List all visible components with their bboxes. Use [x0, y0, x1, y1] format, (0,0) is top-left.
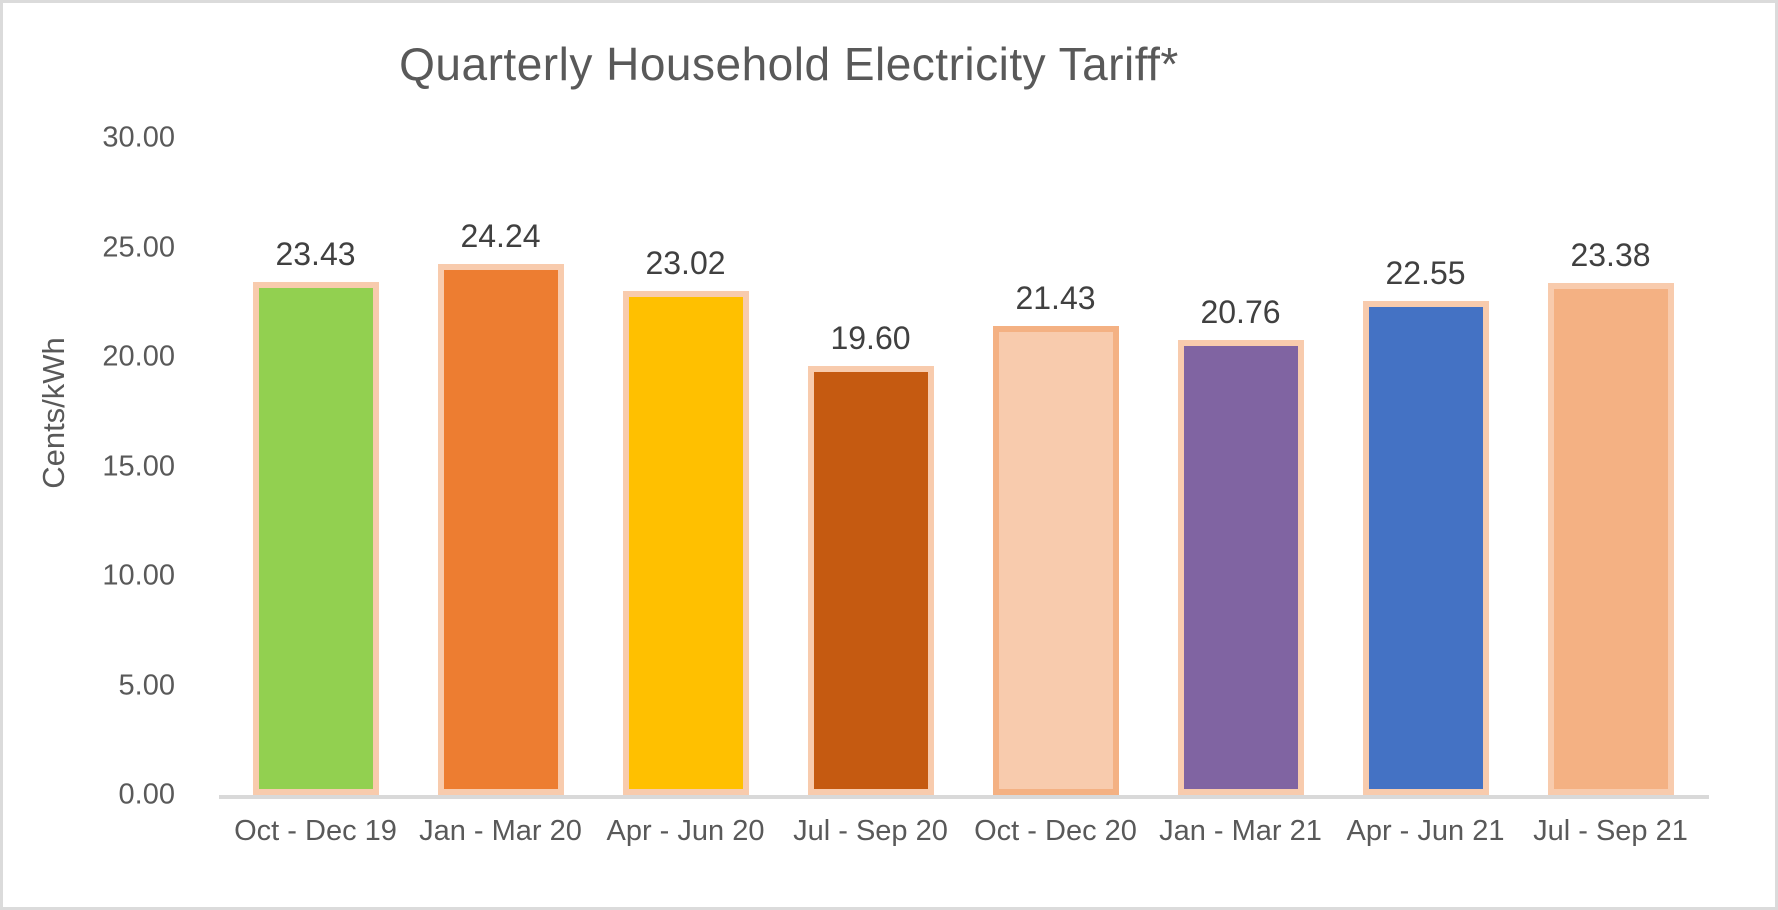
x-axis-category-label: Jul - Sep 20 [793, 815, 948, 847]
bar-slot: 23.43 [223, 138, 408, 795]
bar-slot: 19.60 [778, 138, 963, 795]
x-axis-category-label: Apr - Jun 21 [1346, 815, 1505, 847]
bar-slot: 22.55 [1333, 138, 1518, 795]
x-axis-category-label: Jan - Mar 20 [419, 815, 582, 847]
x-axis-category-label: Jul - Sep 21 [1533, 815, 1688, 847]
bar [252, 281, 379, 795]
plot-area: 23.43 24.24 23.02 19.60 21.43 20.76 22.55 23.38 [223, 138, 1703, 795]
bar-data-label: 19.60 [830, 319, 911, 356]
y-axis-tick-label: 10.00 [102, 559, 175, 592]
y-axis-tick-label: 20.00 [102, 340, 175, 373]
y-axis-tick-label: 5.00 [118, 669, 175, 701]
y-axis-tick-label: 15.00 [102, 450, 175, 482]
bar-data-label: 23.43 [275, 235, 356, 272]
bar-slot: 20.76 [1148, 138, 1333, 795]
x-axis-category-label: Oct - Dec 20 [974, 815, 1137, 847]
bar-data-label: 20.76 [1200, 294, 1281, 331]
bar [1547, 282, 1674, 795]
y-axis-tick-label: 25.00 [102, 231, 175, 263]
bar-data-label: 23.02 [645, 244, 726, 281]
x-axis-line [219, 795, 1709, 799]
bar [807, 365, 934, 795]
bar [1177, 340, 1304, 795]
y-axis-tick-label: 30.00 [102, 121, 175, 154]
bar-slot: 23.02 [593, 138, 778, 795]
bar [992, 325, 1119, 795]
bar-slot: 23.38 [1518, 138, 1703, 795]
x-axis-category-label: Jan - Mar 21 [1159, 815, 1322, 847]
chart-title: Quarterly Household Electricity Tariff* [399, 38, 1179, 90]
x-axis-labels: Oct - Dec 19 Jan - Mar 20 Apr - Jun 20 Jul … [223, 815, 1703, 848]
bar-slot: 24.24 [408, 138, 593, 795]
bar [1362, 301, 1489, 795]
bar-data-label: 23.38 [1570, 236, 1651, 273]
bar-data-label: 24.24 [460, 218, 541, 255]
bar [622, 290, 749, 795]
bar-slot: 21.43 [963, 138, 1148, 795]
x-axis-category-label: Oct - Dec 19 [234, 815, 397, 847]
bar-data-label: 22.55 [1385, 255, 1466, 292]
y-axis-ticks: 30.00 25.00 20.00 15.00 10.00 5.00 0.00 [3, 122, 189, 811]
bar-data-label: 21.43 [1015, 279, 1096, 316]
x-axis-category-label: Apr - Jun 20 [606, 815, 765, 847]
y-axis-tick-label: 0.00 [118, 778, 175, 811]
bar [437, 264, 564, 795]
